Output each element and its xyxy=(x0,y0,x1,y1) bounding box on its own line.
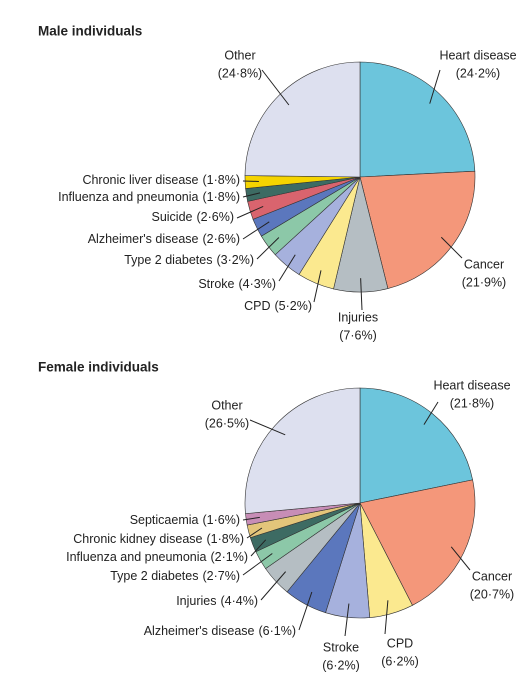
slice-value-label: (1·6%) xyxy=(202,513,240,527)
slice-value-label: (2·7%) xyxy=(202,569,240,583)
slice-label: Alzheimer's disease (2·6%) xyxy=(88,232,240,246)
leader-line xyxy=(429,69,441,104)
slice-label: Heart disease xyxy=(433,378,510,392)
slice-label: Injuries xyxy=(338,310,378,324)
slice-name: Alzheimer's disease xyxy=(88,232,199,246)
slice-label: Heart disease xyxy=(439,48,516,62)
slice-name: Septicaemia xyxy=(130,513,199,527)
slice-value-label: (4·3%) xyxy=(238,277,276,291)
pie-slice xyxy=(244,387,361,514)
slice-name: Chronic kidney disease xyxy=(73,532,202,546)
slice-value-label: (2·6%) xyxy=(202,232,240,246)
slice-value-label: (21·9%) xyxy=(462,275,506,289)
pie-slice xyxy=(359,61,476,178)
slice-value-label: (20·7%) xyxy=(470,587,514,601)
slice-label: Cancer xyxy=(464,257,504,271)
slice-value-label: (21·8%) xyxy=(450,396,494,410)
leader-line xyxy=(278,254,296,282)
pie-slice xyxy=(359,387,474,504)
slice-label: Stroke (4·3%) xyxy=(198,277,276,291)
chart-title: Male individuals xyxy=(38,24,142,39)
slice-label: Septicaemia (1·6%) xyxy=(130,513,240,527)
leader-line xyxy=(423,401,439,425)
slice-label: Suicide (2·6%) xyxy=(151,210,234,224)
leader-line xyxy=(440,236,463,259)
leader-line xyxy=(242,516,260,521)
leader-line xyxy=(384,600,389,635)
slice-value-label: (4·4%) xyxy=(220,594,258,608)
slice-name: Influenza and pneumonia xyxy=(58,190,198,204)
slice-label: CPD xyxy=(387,636,413,650)
slice-value-label: (2·6%) xyxy=(196,210,234,224)
slice-value-label: (2·1%) xyxy=(210,550,248,564)
slice-value-label: (1·8%) xyxy=(202,173,240,187)
chart-title: Female individuals xyxy=(38,360,159,375)
leader-line xyxy=(261,69,290,106)
pie-slice xyxy=(359,479,476,606)
slice-label: Influenza and pneumonia (1·8%) xyxy=(58,190,240,204)
slice-name: Stroke xyxy=(198,277,234,291)
slice-label: Chronic liver disease (1·8%) xyxy=(82,173,240,187)
slice-label: Other xyxy=(224,48,255,62)
slice-value-label: (1·8%) xyxy=(202,190,240,204)
leader-line xyxy=(256,237,280,260)
slice-name: Type 2 diabetes xyxy=(124,253,212,267)
leader-line xyxy=(242,192,261,198)
slice-value-label: (6·2%) xyxy=(381,654,419,668)
slice-label: Type 2 diabetes (2·7%) xyxy=(110,569,240,583)
slice-label: Influenza and pneumonia (2·1%) xyxy=(66,550,248,564)
leader-line xyxy=(450,546,471,571)
slice-name: Influenza and pneumonia xyxy=(66,550,206,564)
slice-name: Alzheimer's disease xyxy=(144,624,255,638)
slice-value-label: (26·5%) xyxy=(205,416,249,430)
leader-line xyxy=(249,419,286,436)
slice-label: Stroke xyxy=(323,640,359,654)
leader-line xyxy=(344,603,350,637)
slice-value-label: (24·8%) xyxy=(218,66,262,80)
slice-name: CPD xyxy=(244,299,270,313)
slice-label: Type 2 diabetes (3·2%) xyxy=(124,253,254,267)
leader-line xyxy=(313,270,322,303)
slice-label: Cancer xyxy=(472,569,512,583)
leader-line xyxy=(236,205,264,219)
slice-value-label: (5·2%) xyxy=(274,299,312,313)
slice-label: Chronic kidney disease (1·8%) xyxy=(73,532,244,546)
leader-line xyxy=(298,591,313,631)
leader-line xyxy=(242,553,273,576)
leader-line xyxy=(360,278,363,311)
slice-value-label: (3·2%) xyxy=(216,253,254,267)
leader-line xyxy=(250,539,267,557)
slice-label: Injuries (4·4%) xyxy=(176,594,258,608)
slice-value-label: (7·6%) xyxy=(339,328,377,342)
leader-line xyxy=(242,221,270,240)
slice-name: Type 2 diabetes xyxy=(110,569,198,583)
slice-name: Suicide xyxy=(151,210,192,224)
slice-label: Alzheimer's disease (6·1%) xyxy=(144,624,296,638)
slice-value-label: (6·2%) xyxy=(322,658,360,672)
pie-slice xyxy=(359,170,476,289)
slice-name: Chronic liver disease xyxy=(82,173,198,187)
slice-value-label: (1·8%) xyxy=(206,532,244,546)
slice-value-label: (6·1%) xyxy=(258,624,296,638)
slice-value-label: (24·2%) xyxy=(456,66,500,80)
slice-label: CPD (5·2%) xyxy=(244,299,312,313)
leader-line xyxy=(246,527,263,539)
slice-label: Other xyxy=(211,398,242,412)
pie-slice xyxy=(244,61,361,178)
leader-line xyxy=(260,571,287,601)
slice-name: Injuries xyxy=(176,594,216,608)
